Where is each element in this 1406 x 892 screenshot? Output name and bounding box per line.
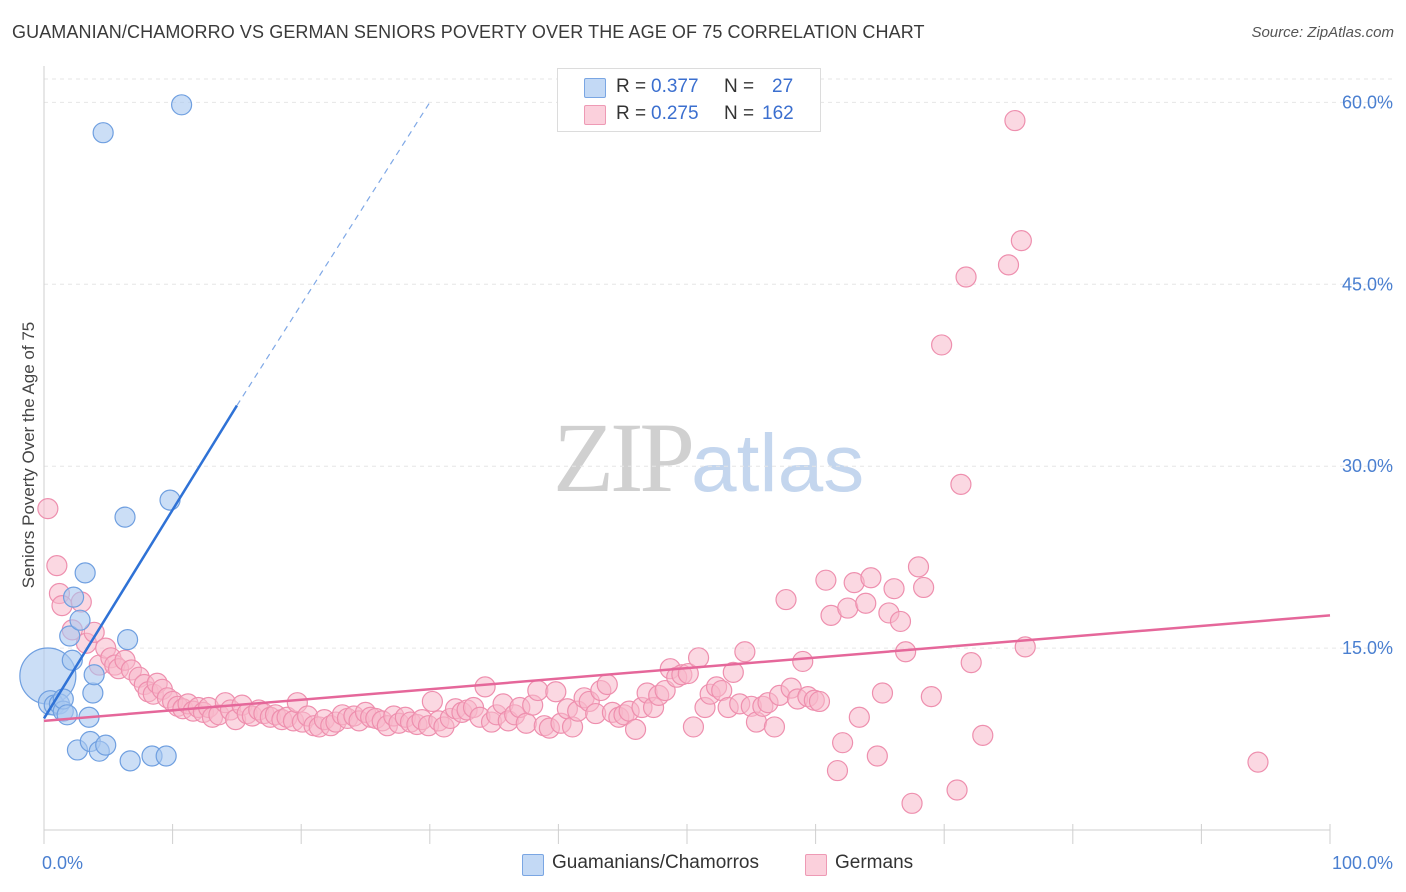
guamanian-point bbox=[155, 745, 177, 767]
german-point bbox=[527, 679, 549, 702]
german-point bbox=[682, 716, 705, 738]
german-point bbox=[931, 334, 953, 356]
chart-title: GUAMANIAN/CHAMORRO VS GERMAN SENIORS POV… bbox=[12, 22, 925, 42]
guamanian-point bbox=[83, 664, 105, 686]
legend-r-value: 0.377 bbox=[651, 76, 699, 97]
guamanian-point bbox=[59, 625, 81, 647]
german-point bbox=[837, 597, 859, 619]
german-point bbox=[474, 676, 496, 698]
german-point bbox=[997, 254, 1020, 276]
watermark-zip: ZIP bbox=[553, 402, 695, 513]
chart-source: Source: ZipAtlas.com bbox=[1251, 24, 1394, 41]
german-point bbox=[515, 712, 537, 734]
german-point bbox=[624, 718, 647, 740]
legend-n-value: 27 bbox=[772, 76, 794, 97]
guamanian-point bbox=[159, 489, 181, 511]
watermark-atlas: atlas bbox=[691, 418, 865, 509]
german-point bbox=[871, 682, 894, 704]
german-point bbox=[832, 732, 854, 754]
german-point bbox=[1247, 751, 1269, 773]
guamanian-point bbox=[56, 704, 78, 726]
german-point bbox=[775, 588, 797, 611]
guamanians-trend-line bbox=[42, 404, 238, 720]
guamanian-point bbox=[116, 629, 139, 651]
german-point bbox=[848, 706, 870, 728]
x-tick-label: 0.0% bbox=[42, 853, 83, 873]
guamanians-trend-extension bbox=[236, 102, 431, 406]
german-point bbox=[46, 555, 68, 577]
german-point bbox=[1004, 109, 1026, 132]
legend-r-label: R = bbox=[616, 76, 647, 97]
legend-swatch-germans bbox=[584, 105, 606, 125]
guamanian-point bbox=[74, 562, 96, 584]
german-point bbox=[722, 661, 744, 683]
german-point bbox=[734, 641, 756, 663]
german-point bbox=[763, 716, 786, 738]
guamanian-point bbox=[114, 506, 136, 528]
german-point bbox=[421, 690, 443, 713]
legend-row-guamanians: R = 0.377 N = 27 bbox=[558, 73, 820, 101]
german-point bbox=[866, 745, 888, 767]
german-point bbox=[913, 576, 935, 599]
germans-trend-line bbox=[43, 614, 1331, 723]
german-point bbox=[545, 681, 567, 703]
y-tick-label: 60.0% bbox=[1342, 92, 1393, 112]
legend-n-label: N = bbox=[724, 76, 755, 97]
german-point bbox=[1010, 230, 1032, 252]
german-point bbox=[815, 569, 837, 591]
german-point bbox=[950, 473, 972, 495]
correlation-legend: R = 0.377 N = 27 R = 0.275 N = 162 bbox=[557, 68, 821, 132]
legend-swatch-germans bbox=[805, 854, 827, 876]
legend-n-label: N = bbox=[724, 103, 755, 124]
watermark: ZIPatlas bbox=[553, 400, 864, 515]
german-point bbox=[792, 650, 814, 673]
guamanian-point bbox=[82, 682, 104, 704]
legend-swatch-guamanians bbox=[522, 854, 544, 876]
x-tick-label: 100.0% bbox=[1332, 853, 1393, 873]
german-point bbox=[920, 686, 942, 708]
legend-row-germans: R = 0.275 N = 162 bbox=[558, 100, 820, 128]
guamanian-point bbox=[92, 122, 114, 144]
german-point bbox=[687, 647, 710, 669]
axis-labels: 15.0% 30.0% 45.0% 60.0% 0.0% 100.0% Seniors Po… bbox=[19, 92, 1393, 873]
guamanian-point bbox=[69, 609, 91, 631]
germans-points bbox=[37, 109, 1269, 814]
german-point bbox=[654, 679, 676, 702]
german-point bbox=[808, 690, 831, 713]
gridlines bbox=[44, 78, 1392, 649]
german-point bbox=[907, 556, 930, 578]
y-axis-title: Seniors Poverty Over the Age of 75 bbox=[19, 322, 38, 588]
german-point bbox=[855, 592, 877, 614]
legend-label-guamanians: Guamanians/Chamorros bbox=[552, 852, 759, 873]
legend-r-label: R = bbox=[616, 103, 647, 124]
y-tick-label: 30.0% bbox=[1342, 456, 1393, 476]
y-tick-label: 15.0% bbox=[1342, 638, 1393, 658]
german-point bbox=[596, 673, 618, 696]
german-point bbox=[946, 779, 968, 801]
german-point bbox=[972, 724, 994, 747]
y-tick-label: 45.0% bbox=[1342, 274, 1393, 294]
legend-label-germans: Germans bbox=[835, 852, 914, 873]
german-point bbox=[860, 567, 882, 589]
guamanian-point bbox=[171, 94, 193, 116]
german-point bbox=[826, 759, 849, 782]
german-point bbox=[955, 266, 977, 288]
guamanian-point bbox=[119, 750, 141, 772]
german-point bbox=[960, 652, 982, 674]
legend-n-value: 162 bbox=[762, 103, 794, 124]
legend-r-value: 0.275 bbox=[651, 103, 699, 124]
german-point bbox=[37, 498, 59, 520]
trend-lines bbox=[42, 102, 1331, 723]
guamanian-point bbox=[62, 586, 85, 608]
german-point bbox=[889, 610, 912, 633]
german-point bbox=[883, 578, 905, 600]
german-point bbox=[901, 792, 923, 814]
legend-swatch-guamanians bbox=[584, 78, 606, 98]
guamanian-point bbox=[95, 734, 117, 756]
